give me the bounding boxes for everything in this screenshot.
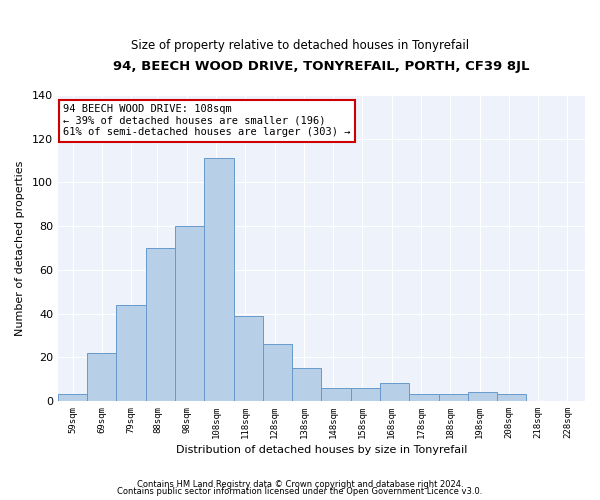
Bar (497, 394, 526, 401)
X-axis label: Distribution of detached houses by size in Tonyrefail: Distribution of detached houses by size … (176, 445, 467, 455)
Bar (380, 384, 409, 401)
Bar (351, 388, 380, 401)
Bar (175, 226, 205, 401)
Bar (87, 353, 116, 401)
Text: 94 BEECH WOOD DRIVE: 108sqm
← 39% of detached houses are smaller (196)
61% of se: 94 BEECH WOOD DRIVE: 108sqm ← 39% of det… (63, 104, 351, 138)
Bar (439, 394, 468, 401)
Text: Contains public sector information licensed under the Open Government Licence v3: Contains public sector information licen… (118, 488, 482, 496)
Bar (292, 368, 322, 401)
Bar (58, 394, 87, 401)
Bar (116, 305, 146, 401)
Text: Size of property relative to detached houses in Tonyrefail: Size of property relative to detached ho… (131, 38, 469, 52)
Bar (322, 388, 351, 401)
Title: 94, BEECH WOOD DRIVE, TONYREFAIL, PORTH, CF39 8JL: 94, BEECH WOOD DRIVE, TONYREFAIL, PORTH,… (113, 60, 530, 73)
Y-axis label: Number of detached properties: Number of detached properties (15, 160, 25, 336)
Bar (263, 344, 292, 401)
Bar (146, 248, 175, 401)
Bar (409, 394, 439, 401)
Bar (468, 392, 497, 401)
Bar (205, 158, 233, 401)
Text: Contains HM Land Registry data © Crown copyright and database right 2024.: Contains HM Land Registry data © Crown c… (137, 480, 463, 489)
Bar (233, 316, 263, 401)
